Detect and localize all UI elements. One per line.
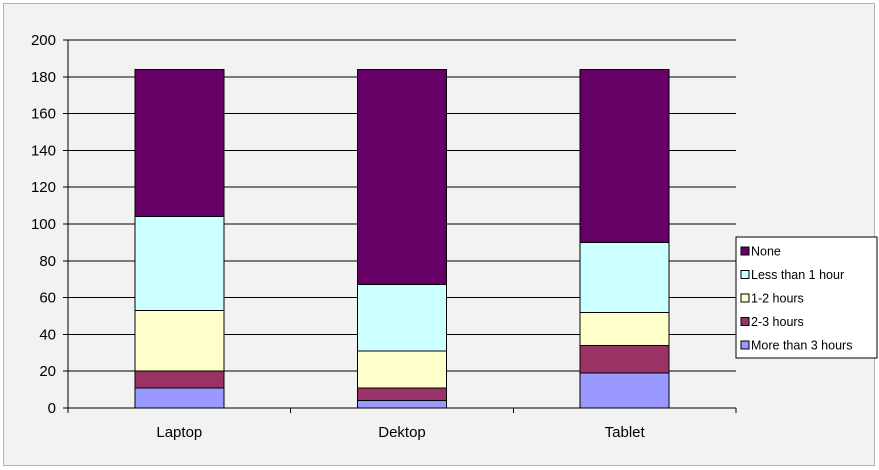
x-category-label: Tablet <box>605 424 646 441</box>
y-tick-label: 140 <box>31 142 56 159</box>
bars <box>135 69 669 408</box>
y-tick-label: 80 <box>39 253 56 270</box>
y-tick-label: 160 <box>31 106 56 123</box>
legend-label: 1-2 hours <box>751 292 804 306</box>
bar-segment <box>358 69 447 284</box>
legend-swatch <box>741 318 749 326</box>
bar-segment <box>580 242 669 312</box>
legend-swatch <box>741 294 749 302</box>
bar-segment <box>580 345 669 373</box>
legend-label: 2-3 hours <box>751 315 804 329</box>
bar-segment <box>135 371 224 388</box>
bar-segment <box>135 69 224 216</box>
y-tick-label: 20 <box>39 363 56 380</box>
x-category-label: Dektop <box>378 424 426 441</box>
bar-segment <box>135 388 224 408</box>
bar-segment <box>358 351 447 388</box>
bar-segment <box>135 217 224 311</box>
legend-swatch <box>741 341 749 349</box>
legend: None Less than 1 hour 1-2 hours 2-3 hours Mo… <box>736 237 877 358</box>
bar-segment <box>358 388 447 401</box>
bar-segment <box>358 401 447 408</box>
bar-segment <box>580 312 669 345</box>
y-tick-label: 180 <box>31 69 56 86</box>
legend-swatch <box>741 271 749 279</box>
legend-label: Less than 1 hour <box>751 268 844 282</box>
y-tick-label: 100 <box>31 216 56 233</box>
bar-segment <box>358 285 447 351</box>
legend-label: More than 3 hours <box>751 339 852 353</box>
y-tick-label: 0 <box>48 400 56 417</box>
legend-label: None <box>751 245 781 259</box>
x-category-label: Laptop <box>156 424 202 441</box>
y-tick-label: 200 <box>31 32 56 49</box>
bar-segment <box>580 69 669 242</box>
bar-segment <box>135 310 224 371</box>
y-tick-label: 60 <box>39 290 56 307</box>
legend-swatch <box>741 247 749 255</box>
bar-segment <box>580 373 669 408</box>
y-tick-label: 120 <box>31 179 56 196</box>
y-tick-label: 40 <box>39 326 56 343</box>
